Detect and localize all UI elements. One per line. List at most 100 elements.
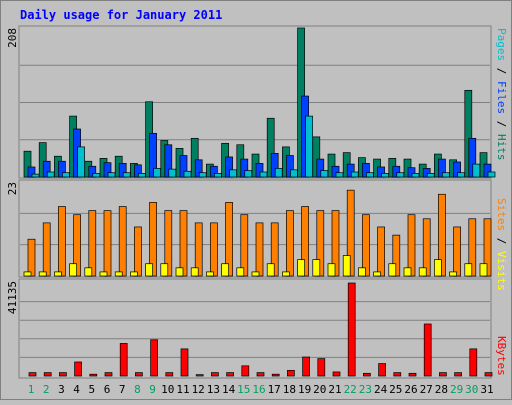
bar-top-pages-day-30 <box>472 163 481 178</box>
bar-top-pages-day-24 <box>381 173 389 178</box>
bar-mid-visits-day-28 <box>434 259 442 277</box>
bar-top-pages-day-10 <box>168 168 177 178</box>
bar-mid-visits-day-14 <box>221 263 229 277</box>
bar-top-pages-day-7 <box>122 172 131 178</box>
x-label-day-17: 17 <box>268 383 281 396</box>
bar-mid-sites-day-5 <box>88 210 97 277</box>
bar-mid-visits-day-24 <box>373 271 381 277</box>
bar-top-pages-day-11 <box>183 170 192 178</box>
bar-bottom-kbytes-day-21 <box>332 371 341 377</box>
bar-top-pages-day-8 <box>138 173 146 178</box>
x-label-day-20: 20 <box>313 383 326 396</box>
bar-bottom-kbytes-day-8 <box>135 372 143 377</box>
panel-bottom-bg <box>18 278 492 379</box>
bar-top-pages-day-18 <box>290 169 298 178</box>
bar-mid-sites-day-3 <box>58 206 66 277</box>
bar-top-files-day-18 <box>286 155 294 178</box>
bar-mid-sites-day-30 <box>468 218 477 277</box>
bar-mid-sites-day-18 <box>286 210 294 277</box>
bar-top-files-day-13 <box>210 165 218 178</box>
bar-bottom-kbytes-day-17 <box>271 373 280 377</box>
bar-mid-sites-day-15 <box>240 214 249 277</box>
bar-top-hits-day-12 <box>190 137 199 178</box>
bar-mid-visits-day-2 <box>38 271 47 277</box>
bar-mid-visits-day-15 <box>236 267 245 277</box>
bar-top-files-day-29 <box>453 161 461 178</box>
bar-mid-visits-day-26 <box>403 267 412 277</box>
bar-bottom-kbytes-day-9 <box>150 339 158 377</box>
mid-legend-visits: Visits <box>495 251 508 291</box>
bar-mid-visits-day-9 <box>145 263 153 277</box>
x-label-day-1: 1 <box>28 383 35 396</box>
bar-top-pages-day-9 <box>153 168 161 178</box>
bar-mid-sites-day-29 <box>453 226 461 277</box>
x-label-day-11: 11 <box>176 383 189 396</box>
bar-mid-visits-day-17 <box>266 263 275 277</box>
x-label-day-31: 31 <box>480 383 493 396</box>
bar-mid-sites-day-2 <box>42 222 51 277</box>
bar-mid-visits-day-20 <box>312 259 321 277</box>
bar-top-pages-day-22 <box>350 171 359 178</box>
bar-top-files-day-2 <box>42 160 51 178</box>
bar-bottom-kbytes-day-30 <box>469 348 478 377</box>
bar-mid-sites-day-25 <box>392 234 401 277</box>
bar-top-pages-day-20 <box>320 170 329 178</box>
mid-legend-sep: / <box>495 231 508 251</box>
top-legend-pages: Pages <box>495 28 508 61</box>
x-label-day-7: 7 <box>119 383 126 396</box>
bar-mid-visits-day-22 <box>342 255 351 277</box>
bar-top-pages-day-4 <box>77 146 85 178</box>
x-label-day-4: 4 <box>73 383 80 396</box>
bar-bottom-kbytes-day-25 <box>393 372 402 377</box>
bar-mid-sites-day-24 <box>377 226 385 277</box>
bar-top-files-day-31 <box>483 163 492 178</box>
bar-top-pages-day-26 <box>411 173 420 178</box>
bar-mid-sites-day-16 <box>255 222 264 277</box>
x-label-day-13: 13 <box>207 383 220 396</box>
bar-mid-sites-day-4 <box>73 214 81 277</box>
bottom-legend: KBytes <box>495 336 508 376</box>
bar-bottom-kbytes-day-24 <box>378 363 386 377</box>
bar-top-files-day-5 <box>88 165 97 178</box>
bar-top-hits-day-30 <box>464 89 473 178</box>
bar-mid-sites-day-7 <box>118 206 127 277</box>
bar-mid-visits-day-3 <box>54 271 62 277</box>
bar-mid-visits-day-18 <box>282 271 290 277</box>
bar-top-pages-day-21 <box>335 172 344 178</box>
bar-top-files-day-11 <box>179 155 188 178</box>
bar-mid-sites-day-11 <box>179 210 188 277</box>
x-label-day-30: 30 <box>465 383 478 396</box>
bar-top-files-day-27 <box>422 168 431 178</box>
bar-top-pages-day-14 <box>229 169 237 178</box>
bar-bottom-kbytes-day-16 <box>256 372 265 377</box>
x-label-day-22: 22 <box>344 383 357 396</box>
bar-top-files-day-7 <box>118 163 127 178</box>
bar-bottom-kbytes-day-22 <box>347 282 356 377</box>
bar-bottom-kbytes-day-29 <box>454 372 462 377</box>
bar-top-files-day-20 <box>316 158 325 178</box>
bar-mid-sites-day-9 <box>149 202 157 277</box>
bar-mid-visits-day-12 <box>190 267 199 277</box>
bar-top-pages-day-29 <box>457 172 465 178</box>
bar-top-files-day-14 <box>225 156 233 178</box>
bar-mid-sites-day-28 <box>438 193 446 277</box>
bar-mid-visits-day-4 <box>69 263 77 277</box>
bar-mid-sites-day-20 <box>316 210 325 277</box>
bar-bottom-kbytes-day-14 <box>226 372 234 377</box>
bar-top-hits-day-17 <box>266 117 275 178</box>
bar-bottom-kbytes-day-1 <box>28 372 37 377</box>
bar-mid-visits-day-5 <box>84 267 93 277</box>
bar-top-hits-day-2 <box>38 142 47 178</box>
x-label-day-3: 3 <box>58 383 65 396</box>
bar-mid-sites-day-21 <box>331 210 340 277</box>
x-label-day-19: 19 <box>298 383 311 396</box>
bar-mid-sites-day-23 <box>362 214 370 277</box>
bar-mid-visits-day-7 <box>114 271 123 277</box>
bar-mid-sites-day-6 <box>103 210 112 277</box>
bar-mid-visits-day-1 <box>23 271 32 277</box>
x-label-day-8: 8 <box>134 383 141 396</box>
bar-top-files-day-9 <box>149 132 157 178</box>
bar-top-pages-day-3 <box>62 172 70 178</box>
bar-top-files-day-26 <box>407 167 416 178</box>
bar-top-files-day-24 <box>377 166 385 178</box>
